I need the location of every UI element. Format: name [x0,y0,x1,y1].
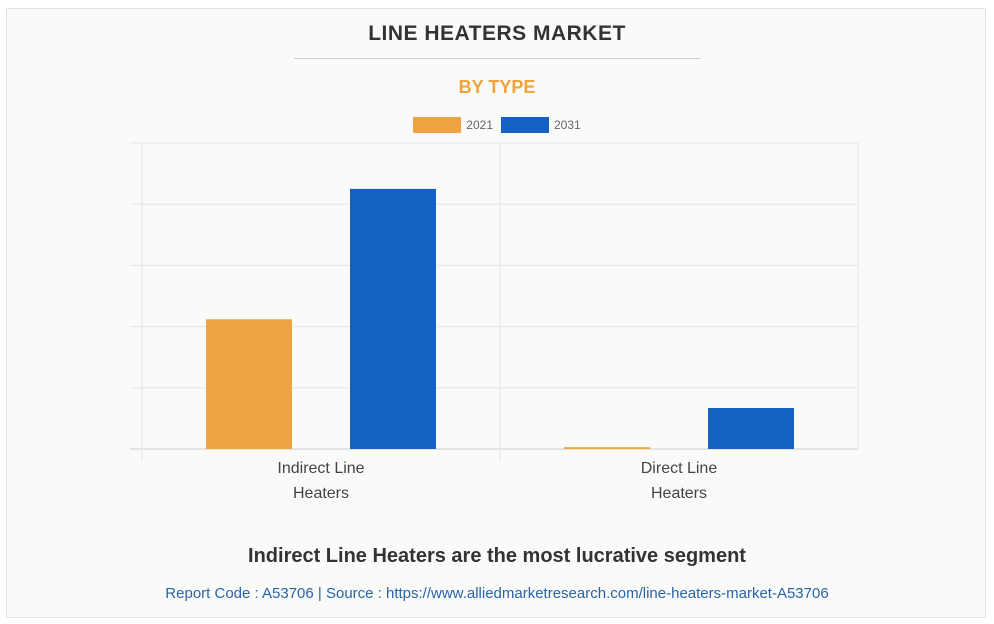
x-tick-label: Direct Line Heaters [579,456,779,506]
x-tick-label-line: Direct Line [640,460,718,477]
legend-swatch-2031 [501,117,549,133]
legend-swatch-2021 [413,117,462,133]
chart-title: LINE HEATERS MARKET [368,22,626,45]
chart-frame [6,8,986,618]
chart-subtitle: BY TYPE [458,77,536,97]
bar-2031-0 [350,188,436,449]
chart-headline: Indirect Line Heaters are the most lucra… [248,545,746,567]
x-tick-label-line: Indirect Line [277,460,365,477]
x-tick-label-line: Heaters [650,485,708,502]
bar-2021-1 [564,447,650,449]
title-divider [294,58,700,59]
legend-label-2021: 2021 [466,118,493,132]
x-tick-label-line: Heaters [292,485,350,502]
source-line[interactable]: Report Code : A53706 | Source : https://… [165,585,829,602]
x-tick-label: Indirect Line Heaters [221,456,421,506]
bar-2031-1 [708,407,794,449]
legend-label-2031: 2031 [554,118,581,132]
bar-2021-0 [206,319,292,449]
chart-legend: 2021 2031 [0,116,994,134]
legend-item-2021[interactable]: 2021 [413,117,493,133]
legend-item-2031[interactable]: 2031 [501,117,581,133]
